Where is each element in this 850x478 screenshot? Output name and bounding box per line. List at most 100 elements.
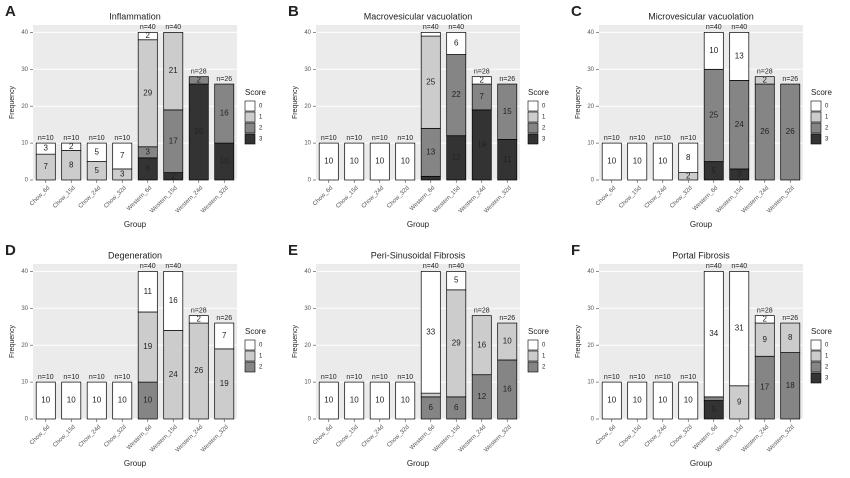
x-tick-label: Chow_24d bbox=[644, 424, 669, 449]
total-label: n=40 bbox=[165, 263, 181, 270]
x-tick-label: Chow_15d bbox=[52, 185, 77, 210]
panel-letter: E bbox=[288, 242, 298, 259]
segment-label: 8 bbox=[686, 153, 691, 162]
x-tick-label: Chow_32d bbox=[669, 185, 694, 210]
legend-label: 2 bbox=[825, 365, 829, 371]
legend-label: 0 bbox=[259, 104, 263, 110]
segment-label: 10 bbox=[633, 396, 642, 405]
x-tick-label: Western_32d bbox=[483, 424, 512, 453]
segment-label: 7 bbox=[480, 92, 485, 101]
bar-segment bbox=[420, 392, 441, 398]
total-label: n=40 bbox=[165, 24, 181, 31]
x-tick-label: Chow_32d bbox=[386, 424, 411, 449]
segment-label: 10 bbox=[92, 396, 101, 405]
total-label: n=10 bbox=[629, 135, 645, 142]
legend-title: Score bbox=[811, 88, 832, 97]
bar-segment bbox=[703, 32, 724, 70]
legend-swatch bbox=[810, 122, 822, 134]
y-tick-label: 20 bbox=[21, 343, 28, 349]
legend-swatch bbox=[810, 372, 822, 384]
segment-label: 6 bbox=[454, 39, 459, 48]
legend-label: 1 bbox=[259, 354, 263, 360]
legend-label: 3 bbox=[825, 376, 829, 382]
y-axis-title: Frequency bbox=[292, 324, 299, 358]
y-axis-title: Frequency bbox=[9, 85, 16, 119]
segment-label: 13 bbox=[735, 51, 744, 60]
total-label: n=10 bbox=[114, 135, 130, 142]
total-label: n=40 bbox=[731, 24, 747, 31]
total-label: n=26 bbox=[782, 76, 798, 83]
y-tick-label: 10 bbox=[21, 380, 28, 386]
segment-label: 29 bbox=[452, 338, 461, 347]
bar-segment bbox=[35, 142, 56, 155]
total-label: n=10 bbox=[346, 135, 362, 142]
total-label: n=10 bbox=[680, 374, 696, 381]
x-tick-label: Chow_15d bbox=[335, 185, 360, 210]
bar-segment bbox=[112, 142, 133, 170]
x-tick-label: Western_6d bbox=[409, 185, 436, 212]
segment-label: 17 bbox=[169, 136, 178, 145]
y-tick-label: 40 bbox=[21, 269, 28, 275]
segment-label: 7 bbox=[120, 151, 125, 160]
segment-label: 12 bbox=[452, 153, 461, 162]
x-tick-label: Chow_24d bbox=[361, 185, 386, 210]
x-tick-label: Western_32d bbox=[200, 185, 229, 214]
legend-swatch bbox=[527, 100, 539, 112]
bar-segment bbox=[471, 76, 492, 85]
y-tick-label: 20 bbox=[587, 104, 594, 110]
segment-label: 10 bbox=[350, 157, 359, 166]
total-label: n=10 bbox=[89, 374, 105, 381]
total-label: n=10 bbox=[38, 374, 54, 381]
segment-label: 5 bbox=[95, 147, 100, 156]
segment-label: 2 bbox=[763, 314, 768, 323]
segment-label: 26 bbox=[194, 366, 203, 375]
x-tick-label: Chow_6d bbox=[312, 185, 334, 207]
total-label: n=26 bbox=[499, 315, 515, 322]
segment-label: 19 bbox=[143, 342, 152, 351]
legend-title: Score bbox=[528, 327, 549, 336]
x-tick-label: Chow_15d bbox=[618, 185, 643, 210]
bar-segment bbox=[420, 32, 441, 37]
total-label: n=10 bbox=[397, 374, 413, 381]
legend-label: 0 bbox=[825, 104, 829, 110]
segment-label: 2 bbox=[197, 314, 202, 323]
x-tick-label: Western_6d bbox=[692, 185, 719, 212]
legend-swatch bbox=[810, 111, 822, 123]
segment-label: 10 bbox=[658, 396, 667, 405]
y-axis-title: Frequency bbox=[575, 85, 582, 119]
segment-label: 7 bbox=[44, 162, 49, 171]
total-label: n=40 bbox=[448, 263, 464, 270]
bar-segment bbox=[446, 271, 467, 291]
panel-letter: C bbox=[571, 3, 582, 20]
total-label: n=40 bbox=[706, 263, 722, 270]
legend-swatch bbox=[810, 339, 822, 351]
legend-title: Score bbox=[245, 327, 266, 336]
bar-segment bbox=[188, 76, 209, 85]
legend-swatch bbox=[527, 339, 539, 351]
segment-label: 2 bbox=[480, 75, 485, 84]
panel-letter: D bbox=[5, 242, 16, 259]
segment-label: 2 bbox=[763, 75, 768, 84]
legend-swatch bbox=[810, 350, 822, 362]
legend-swatch bbox=[244, 339, 256, 351]
total-label: n=26 bbox=[216, 76, 232, 83]
segment-label: 5 bbox=[712, 405, 717, 414]
legend-swatch bbox=[527, 122, 539, 134]
total-label: n=28 bbox=[191, 69, 207, 76]
legend-swatch bbox=[244, 111, 256, 123]
segment-label: 9 bbox=[763, 335, 768, 344]
y-tick-label: 10 bbox=[587, 141, 594, 147]
x-tick-label: Chow_15d bbox=[52, 424, 77, 449]
y-tick-label: 0 bbox=[308, 178, 312, 184]
y-tick-label: 20 bbox=[587, 343, 594, 349]
segment-label: 2 bbox=[686, 171, 691, 180]
total-label: n=40 bbox=[448, 24, 464, 31]
y-tick-label: 0 bbox=[308, 417, 312, 423]
segment-label: 26 bbox=[760, 127, 769, 136]
x-axis-title: Group bbox=[124, 459, 147, 468]
segment-label: 10 bbox=[324, 396, 333, 405]
segment-label: 10 bbox=[503, 337, 512, 346]
bar-segment bbox=[137, 271, 158, 313]
total-label: n=10 bbox=[114, 374, 130, 381]
